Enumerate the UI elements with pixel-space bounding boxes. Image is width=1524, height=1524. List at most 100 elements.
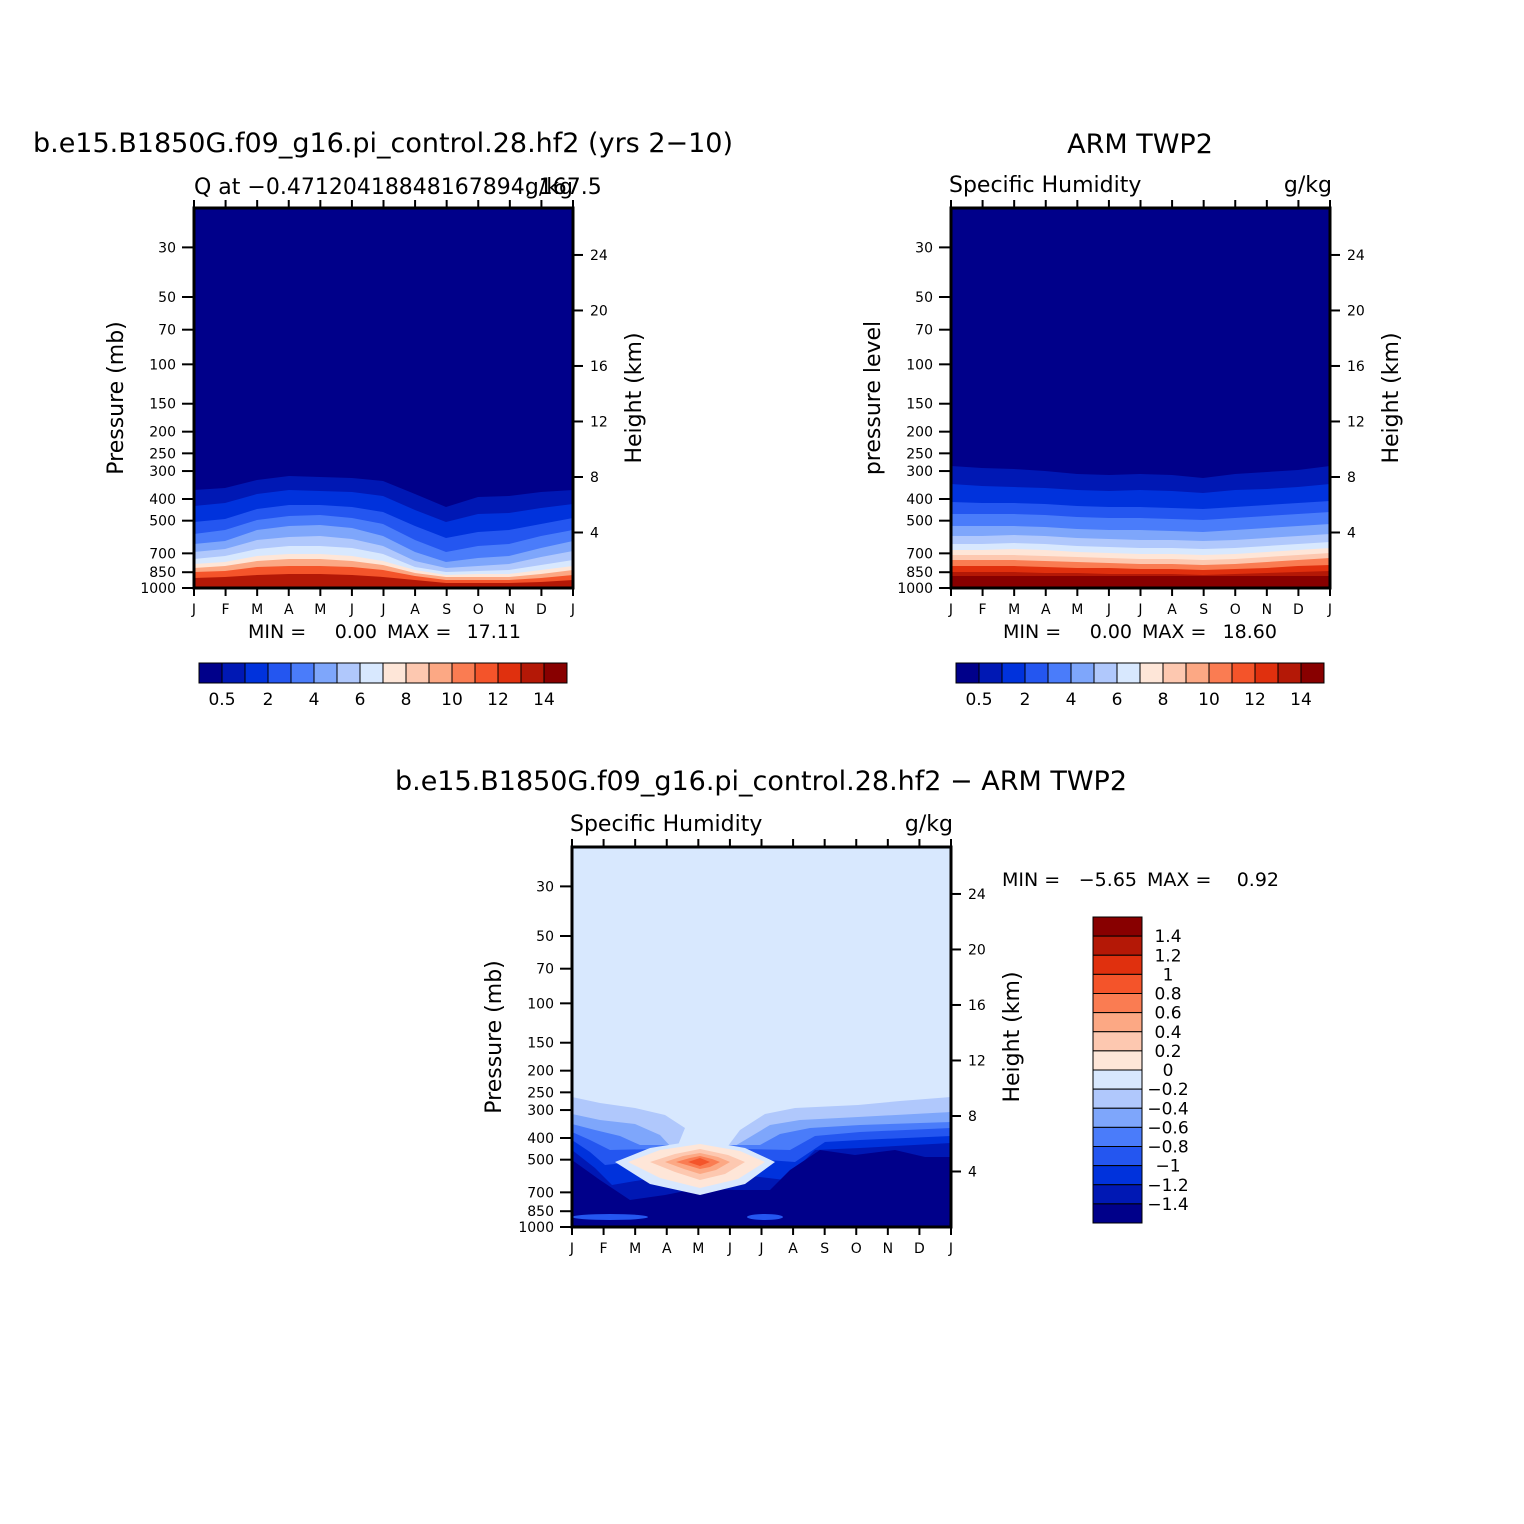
colorbar-swatch	[313, 662, 338, 684]
colorbar-swatch	[474, 662, 499, 684]
panel-obs-min-label: MIN =	[1003, 621, 1061, 643]
y2-tick-label: 8	[1347, 470, 1356, 486]
panel-obs-right-label: g/kg	[1284, 173, 1332, 198]
y-tick-label: 250	[906, 446, 933, 462]
y-tick-label: 850	[906, 565, 933, 581]
colorbar-swatch	[1024, 662, 1049, 684]
y-tick-label: 250	[527, 1085, 554, 1101]
colorbar-label: 0.4	[1154, 1023, 1181, 1043]
panel-obs-max-label: MAX =	[1142, 621, 1206, 643]
y-tick-label: 50	[915, 290, 933, 306]
panel-obs-colorbar: 0.5 2 4 6 8 10 12 14	[955, 662, 1325, 710]
colorbar-swatch	[428, 662, 453, 684]
x-tick-label: O	[1230, 602, 1241, 618]
y-tick-label: 150	[906, 397, 933, 413]
colorbar-swatch	[336, 662, 361, 684]
y-tick-label: 500	[906, 514, 933, 530]
colorbar-swatch	[1092, 1107, 1143, 1128]
contour-sfc-blob	[747, 1214, 783, 1220]
y-tick-label: 30	[158, 240, 176, 256]
y-tick-label: 400	[149, 492, 176, 508]
panel-obs-left-label: Specific Humidity	[949, 173, 1141, 198]
y2-tick-label: 24	[590, 248, 608, 264]
x-tick-label: S	[1199, 602, 1208, 618]
x-tick-label: M	[1071, 602, 1083, 618]
panel-obs-contours	[951, 208, 1330, 588]
colorbar-swatch	[1047, 662, 1072, 684]
y-tick-label: 70	[536, 962, 554, 978]
colorbar-swatch	[1092, 1165, 1143, 1186]
colorbar-swatch	[451, 662, 476, 684]
x-tick-label: O	[473, 602, 484, 618]
x-tick-label: J	[948, 602, 953, 618]
y-tick-label: 1000	[897, 581, 933, 597]
colorbar-swatch	[1092, 1069, 1143, 1090]
y2-axis-label: Height (km)	[622, 332, 647, 463]
panel-model-max-value: 17.11	[467, 621, 521, 643]
colorbar-label: 0.6	[1154, 1004, 1181, 1024]
colorbar-swatch	[267, 662, 292, 684]
colorbar-label: 12	[487, 690, 509, 710]
x-tick-label: S	[442, 602, 451, 618]
colorbar-swatch	[1092, 993, 1143, 1014]
y-tick-label: 70	[158, 323, 176, 339]
x-tick-label: A	[1167, 602, 1177, 618]
y-tick-label: 100	[149, 357, 176, 373]
colorbar-swatch	[1092, 1050, 1143, 1071]
y-tick-label: 70	[915, 323, 933, 339]
colorbar-swatch	[290, 662, 315, 684]
y-tick-label: 1000	[518, 1220, 554, 1236]
colorbar-swatch	[1139, 662, 1164, 684]
x-tick-label: A	[788, 1241, 798, 1257]
colorbar-label: 1	[1163, 965, 1174, 985]
y-tick-label: 30	[536, 879, 554, 895]
y-tick-label: 300	[527, 1103, 554, 1119]
colorbar-label: 0.8	[1154, 985, 1181, 1005]
colorbar-swatch	[1092, 1031, 1143, 1052]
x-tick-label: O	[851, 1241, 862, 1257]
y-tick-label: 700	[149, 546, 176, 562]
panel-diff: b.e15.B1850G.f09_g16.pi_control.28.hf2 −…	[395, 766, 1279, 1257]
x-tick-label: J	[758, 1241, 763, 1257]
panel-diff-axes: J F M A M J J A S O N D J 30 50 70 100 150 200 250 300 400 500…	[482, 839, 1025, 1257]
y-tick-label: 850	[149, 565, 176, 581]
panel-obs-min-value: 0.00	[1090, 621, 1132, 643]
colorbar-label: 10	[441, 690, 463, 710]
colorbar-swatch	[978, 662, 1003, 684]
x-tick-label: M	[692, 1241, 704, 1257]
y2-tick-label: 20	[968, 942, 986, 958]
colorbar-swatch	[244, 662, 269, 684]
y-tick-label: 50	[536, 929, 554, 945]
colorbar-label: 0	[1163, 1061, 1174, 1081]
y-tick-label: 700	[527, 1185, 554, 1201]
y2-tick-label: 12	[1347, 414, 1365, 430]
contour-band-neg-7	[572, 1150, 951, 1227]
y-tick-label: 1000	[140, 581, 176, 597]
colorbar-label: 2	[263, 690, 274, 710]
panel-diff-contours	[572, 847, 951, 1227]
panel-obs: ARM TWP2 Specific Humidity g/kg J F M A M J J A…	[861, 129, 1404, 710]
panel-diff-min-label: MIN =	[1002, 869, 1060, 891]
y-tick-label: 400	[906, 492, 933, 508]
panel-obs-max-value: 18.60	[1223, 621, 1277, 643]
colorbar-swatch	[543, 662, 568, 684]
colorbar-swatch	[1092, 935, 1143, 956]
panel-diff-max-label: MAX =	[1147, 869, 1211, 891]
x-tick-label: J	[1137, 602, 1142, 618]
x-tick-label: J	[727, 1241, 732, 1257]
x-tick-label: M	[314, 602, 326, 618]
panel-diff-left-label: Specific Humidity	[570, 812, 762, 837]
x-tick-label: S	[820, 1241, 829, 1257]
x-tick-label: N	[505, 602, 515, 618]
x-tick-label: A	[410, 602, 420, 618]
panel-model-max-label: MAX =	[387, 621, 451, 643]
x-tick-label: J	[569, 1241, 574, 1257]
colorbar-swatch	[1092, 973, 1143, 994]
panel-model-min-value: 0.00	[335, 621, 377, 643]
y-axis-label: Pressure (mb)	[104, 321, 129, 475]
colorbar-label: 4	[309, 690, 320, 710]
contour-sfc-blob	[572, 1214, 648, 1220]
y2-tick-label: 4	[1347, 525, 1356, 541]
colorbar-label: −0.4	[1147, 1099, 1188, 1119]
colorbar-swatch	[1254, 662, 1279, 684]
